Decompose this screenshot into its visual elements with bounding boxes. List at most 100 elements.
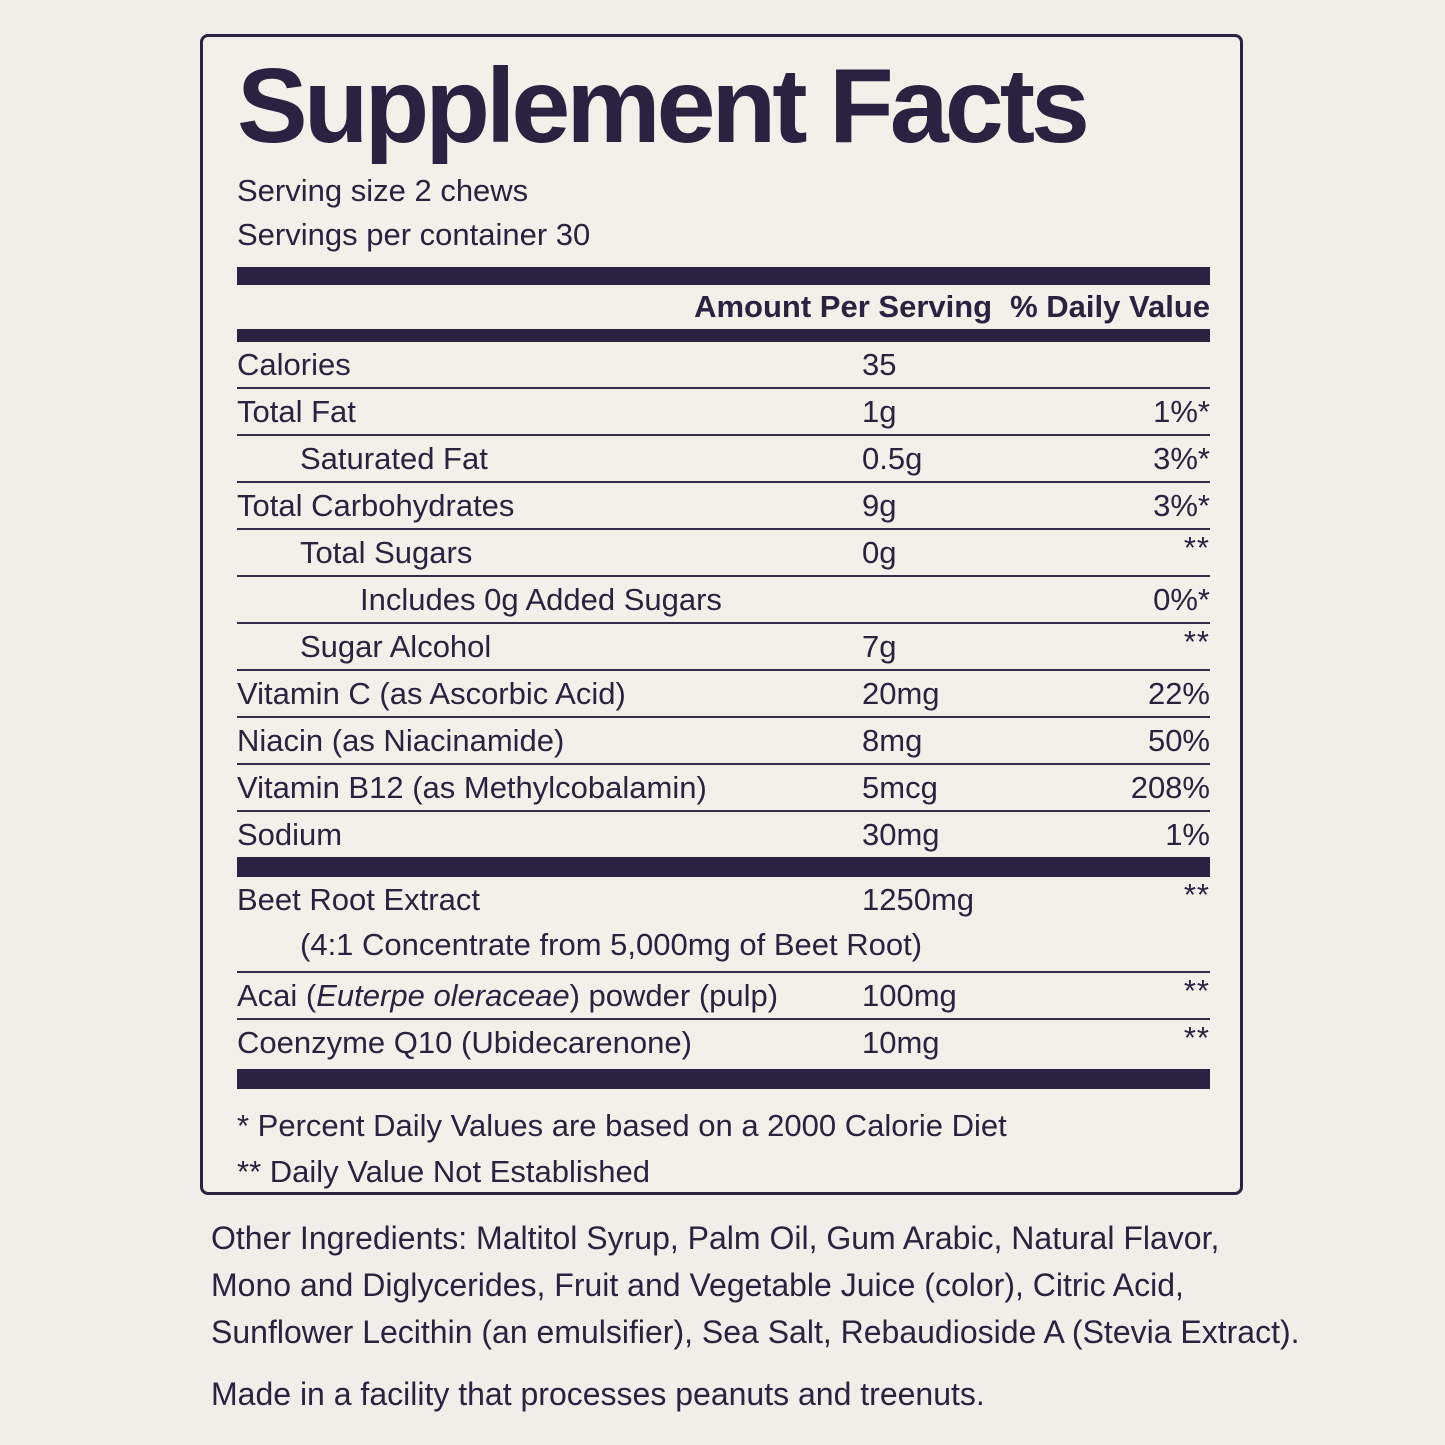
serving-size-line: Serving size 2 chews: [237, 173, 529, 208]
footnote-not-established: ** Daily Value Not Established: [237, 1154, 650, 1189]
nutrient-name: Acai (Euterpe oleraceae) powder (pulp): [237, 978, 862, 1014]
nutrient-name: Total Sugars: [237, 535, 862, 571]
nutrient-amount: 0.5g: [862, 440, 923, 476]
nutrient-daily-value: 0%*: [1153, 581, 1210, 617]
nutrient-name-text: Includes 0g Added Sugars: [360, 581, 722, 617]
table-row: Saturated Fat 0.5g 3%*: [237, 434, 1210, 481]
nutrient-daily-value: **: [1183, 1020, 1210, 1055]
table-row: Total Sugars 0g **: [237, 528, 1210, 575]
nutrient-daily-value: 208%: [1130, 769, 1210, 805]
nutrient-daily-value: 1%*: [1153, 393, 1210, 429]
nutrient-amount: 7g: [862, 628, 897, 664]
nutrient-amount: 8mg: [862, 722, 923, 758]
nutrient-name-text: Beet Root Extract: [237, 881, 480, 917]
nutrient-name-text: Total Sugars: [300, 534, 473, 570]
nutrient-amount: 20mg: [862, 675, 940, 711]
nutrient-name: Total Fat: [237, 394, 862, 430]
nutrient-daily-value: **: [1183, 973, 1210, 1008]
nutrient-amount: 10mg: [862, 1024, 940, 1060]
nutrient-name: Vitamin C (as Ascorbic Acid): [237, 676, 862, 712]
table-row-grid: Beet Root Extract 1250mg **: [237, 877, 1210, 922]
nutrient-name-text: Total Carbohydrates: [237, 487, 515, 523]
nutrient-name: Beet Root Extract: [237, 882, 862, 918]
daily-value-header: % Daily Value: [1010, 289, 1210, 324]
nutrient-name-text: Acai (: [237, 977, 317, 1013]
nutrient-amount: 100mg: [862, 977, 957, 1013]
nutrient-daily-value: 1%: [1165, 816, 1210, 852]
nutrient-name-text: Vitamin B12 (as Methylcobalamin): [237, 769, 707, 805]
table-row-grid: Includes 0g Added Sugars 0%*: [237, 577, 1210, 622]
footnote-daily-values: * Percent Daily Values are based on a 20…: [237, 1108, 1007, 1143]
nutrient-name-text: Saturated Fat: [300, 440, 488, 476]
nutrient-name-text: Sugar Alcohol: [300, 628, 492, 664]
table-row: Sodium 30mg 1%: [237, 810, 1210, 857]
page-title: Supplement Facts: [237, 47, 1090, 165]
nutrient-amount: 9g: [862, 487, 897, 523]
nutrient-name-text: Niacin (as Niacinamide): [237, 722, 565, 758]
table-row-grid: Sugar Alcohol 7g **: [237, 624, 1210, 669]
table-row-grid: Saturated Fat 0.5g 3%*: [237, 436, 1210, 481]
amount-per-serving-header: Amount Per Serving: [694, 289, 993, 324]
nutrient-daily-value: 50%: [1147, 722, 1210, 758]
separator-bar-bottom: [237, 1069, 1210, 1089]
allergen-note: Made in a facility that processes peanut…: [211, 1376, 985, 1412]
table-row: Beet Root Extract 1250mg ** (4:1 Concent…: [237, 877, 1210, 971]
servings-per-container-line: Servings per container 30: [237, 217, 591, 252]
separator-bar-section: [237, 857, 1210, 877]
table-row-grid: Vitamin C (as Ascorbic Acid) 20mg 22%: [237, 671, 1210, 716]
footnotes: * Percent Daily Values are based on a 20…: [237, 1103, 1210, 1195]
table-row-grid: Total Sugars 0g **: [237, 530, 1210, 575]
table-row: Total Fat 1g 1%*: [237, 387, 1210, 434]
nutrient-name-text: Coenzyme Q10 (Ubidecarenone): [237, 1024, 692, 1060]
nutrient-name: Coenzyme Q10 (Ubidecarenone): [237, 1025, 862, 1061]
nutrient-name-text: Total Fat: [237, 393, 356, 429]
nutrient-name-text: Calories: [237, 346, 351, 382]
separator-bar-top: [237, 267, 1210, 285]
table-row: Calories 35: [237, 342, 1210, 387]
nutrient-daily-value: 3%*: [1153, 487, 1210, 523]
table-row: Vitamin B12 (as Methylcobalamin) 5mcg 20…: [237, 763, 1210, 810]
nutrient-name: Saturated Fat: [237, 441, 862, 477]
nutrient-name: Niacin (as Niacinamide): [237, 723, 862, 759]
nutrient-amount: 1250mg: [862, 881, 975, 917]
serving-info: Serving size 2 chews Servings per contai…: [237, 169, 1210, 257]
nutrient-subline: (4:1 Concentrate from 5,000mg of Beet Ro…: [300, 927, 923, 962]
table-row: Coenzyme Q10 (Ubidecarenone) 10mg **: [237, 1018, 1210, 1065]
nutrient-amount: 0g: [862, 534, 897, 570]
nutrient-name: Sugar Alcohol: [237, 629, 862, 665]
table-row-grid: Calories 35: [237, 342, 1210, 387]
table-row: Niacin (as Niacinamide) 8mg 50%: [237, 716, 1210, 763]
nutrient-name-text: Sodium: [237, 816, 343, 852]
nutrient-daily-value: **: [1183, 877, 1210, 912]
nutrient-name: Sodium: [237, 817, 862, 853]
nutrient-daily-value: **: [1183, 624, 1210, 659]
nutrient-amount: 30mg: [862, 816, 940, 852]
nutrient-amount: 1g: [862, 393, 897, 429]
other-ingredients-paragraph: Other Ingredients: Maltitol Syrup, Palm …: [211, 1215, 1300, 1356]
separator-bar-header: [237, 329, 1210, 342]
nutrient-amount: 5mcg: [862, 769, 938, 805]
other-ingredients-line-2: Mono and Diglycerides, Fruit and Vegetab…: [211, 1267, 1184, 1303]
supplement-facts-panel: Supplement Facts Serving size 2 chews Se…: [200, 34, 1243, 1195]
nutrient-amount: 35: [862, 346, 897, 382]
other-ingredients-line-1: Other Ingredients: Maltitol Syrup, Palm …: [211, 1220, 1220, 1256]
nutrient-name-text: Vitamin C (as Ascorbic Acid): [237, 675, 626, 711]
table-row-grid: Niacin (as Niacinamide) 8mg 50%: [237, 718, 1210, 763]
nutrient-rows: Calories 35 Total Fat 1g 1%* Saturated F…: [237, 342, 1210, 857]
other-ingredients-line-3: Sunflower Lecithin (an emulsifier), Sea …: [211, 1314, 1300, 1350]
table-row-grid: Total Fat 1g 1%*: [237, 389, 1210, 434]
table-row: Includes 0g Added Sugars 0%*: [237, 575, 1210, 622]
table-row: Sugar Alcohol 7g **: [237, 622, 1210, 669]
column-header-row: Amount Per Serving % Daily Value: [237, 285, 1210, 329]
table-row-grid: Total Carbohydrates 9g 3%*: [237, 483, 1210, 528]
nutrient-name: Total Carbohydrates: [237, 488, 862, 524]
table-row-grid: Vitamin B12 (as Methylcobalamin) 5mcg 20…: [237, 765, 1210, 810]
nutrient-name: Vitamin B12 (as Methylcobalamin): [237, 770, 862, 806]
nutrient-daily-value: **: [1183, 530, 1210, 565]
nutrient-name: Includes 0g Added Sugars: [237, 582, 862, 618]
nutrient-name: Calories: [237, 347, 862, 383]
table-row-grid: Acai (Euterpe oleraceae) powder (pulp) 1…: [237, 973, 1210, 1018]
table-row: Vitamin C (as Ascorbic Acid) 20mg 22%: [237, 669, 1210, 716]
nutrient-daily-value: 3%*: [1153, 440, 1210, 476]
nutrient-name-suffix: ) powder (pulp): [569, 977, 779, 1013]
